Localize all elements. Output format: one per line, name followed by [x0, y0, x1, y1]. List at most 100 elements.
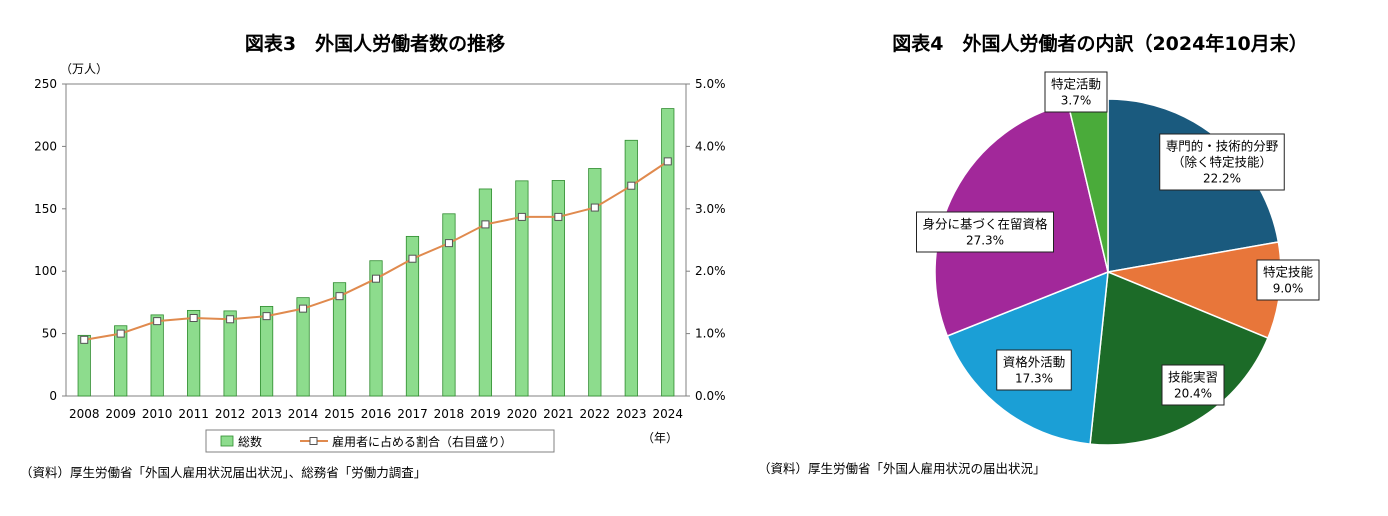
left-source-note: （資料）厚生労働省「外国人雇用状況届出状況」、総務省「労働力調査」 — [20, 465, 427, 480]
bar — [442, 213, 456, 397]
legend-label-total: 総数 — [238, 434, 262, 449]
legend-swatch-marker — [309, 437, 318, 445]
bar — [77, 334, 91, 397]
x-unit-label: （年） — [642, 431, 678, 445]
ratio-point — [408, 254, 417, 263]
ratio-point — [116, 329, 125, 338]
pie-category-label: 特定技能 — [1263, 265, 1314, 280]
pie-labels: 専門的・技術的分野（除く特定技能） 22.2% 特定技能 9.0% 技能実習 20.4% 資… — [916, 71, 1320, 406]
x-tick-label: 2010 — [142, 407, 173, 421]
bar — [588, 168, 602, 397]
pie-value-label: 20.4% — [1174, 387, 1212, 401]
chart-title: 図表3 外国人労働者数の推移 — [245, 32, 505, 55]
ratio-point — [554, 212, 563, 221]
bar — [478, 188, 493, 397]
bar — [624, 139, 638, 397]
ratio-point — [262, 312, 271, 321]
ratio-point — [372, 274, 380, 283]
ratio-point — [189, 314, 198, 322]
left-y-tick-label: 200 — [34, 139, 57, 153]
left-y-tick-label: 100 — [34, 264, 57, 278]
x-axis: 2008 2009 2010 2011 2012 2013 2014 2015 2016 2017… — [69, 407, 683, 421]
ratio-point — [153, 317, 162, 326]
pie-category-label: 特定活動 — [1051, 77, 1101, 92]
x-tick-label: 2015 — [324, 407, 355, 421]
bar — [259, 305, 274, 397]
ratio-point — [226, 315, 235, 324]
x-tick-label: 2017 — [397, 407, 428, 421]
x-tick-label: 2008 — [69, 407, 100, 421]
ratio-point — [80, 335, 89, 344]
foreign-workers-breakdown-chart: 図表4 外国人労働者の内訳（2024年10月末） 専門的・技術的分野（除く特定技… — [892, 32, 1320, 446]
bar-series-total — [77, 108, 675, 397]
pie-value-label: 27.3% — [966, 234, 1004, 248]
ratio-point — [481, 220, 490, 229]
bar — [150, 314, 164, 397]
x-tick-label: 2012 — [215, 407, 246, 421]
left-y-axis: 0 50 100 150 200 250 — [34, 77, 66, 403]
ratio-point — [335, 292, 344, 301]
pie-value-label: 22.2% — [1203, 172, 1241, 186]
pie-category-label: 身分に基づく在留資格 — [922, 217, 1048, 232]
legend-swatch-bar — [220, 435, 234, 447]
ratio-point — [517, 212, 526, 221]
bar — [296, 297, 310, 397]
ratio-point — [444, 239, 453, 248]
x-tick-label: 2018 — [434, 407, 465, 421]
x-tick-label: 2023 — [616, 407, 647, 421]
bar — [369, 260, 383, 397]
x-tick-label: 2014 — [288, 407, 319, 421]
pie-label-box — [1159, 133, 1285, 191]
x-tick-label: 2016 — [361, 407, 392, 421]
left-y-tick-label: 0 — [49, 389, 57, 403]
bar — [114, 325, 128, 397]
right-source-note: （資料）厚生労働省「外国人雇用状況の届出状況」 — [758, 461, 1046, 476]
pie-category-label: 資格外活動 — [1003, 355, 1066, 370]
ratio-point — [299, 304, 308, 313]
left-y-tick-label: 50 — [42, 327, 57, 341]
legend: 総数 雇用者に占める割合（右目盛り） — [205, 429, 555, 453]
legend-label-ratio: 雇用者に占める割合（右目盛り） — [332, 434, 512, 449]
x-tick-label: 2024 — [652, 407, 683, 421]
pie-value-label: 17.3% — [1015, 372, 1053, 386]
x-tick-label: 2019 — [470, 407, 501, 421]
x-tick-label: 2021 — [543, 407, 574, 421]
pie-slice — [1089, 270, 1269, 446]
left-y-tick-label: 150 — [34, 202, 57, 216]
y-unit-label: （万人） — [60, 62, 108, 76]
line-series-ratio — [80, 157, 672, 344]
right-y-axis: 0.0% 1.0% 2.0% 3.0% 4.0% 5.0% — [686, 77, 726, 403]
ratio-point — [590, 203, 599, 212]
ratio-point — [627, 181, 636, 190]
bar — [405, 235, 420, 397]
bar — [223, 310, 237, 397]
pie-chart-title: 図表4 外国人労働者の内訳（2024年10月末） — [892, 32, 1308, 55]
foreign-workers-trend-chart: 図表3 外国人労働者数の推移 （万人） 0 50 100 150 200 250 0.0%… — [34, 32, 726, 453]
x-tick-label: 2011 — [178, 407, 209, 421]
bar — [661, 108, 675, 397]
right-y-tick-label: 3.0% — [695, 202, 726, 216]
pie-label-box — [996, 349, 1072, 391]
bar — [551, 180, 565, 397]
x-tick-label: 2013 — [251, 407, 282, 421]
pie-label-box — [1044, 71, 1108, 113]
right-y-tick-label: 4.0% — [695, 139, 726, 153]
right-y-tick-label: 0.0% — [695, 389, 726, 403]
pie-category-label: 専門的・技術的分野 — [1166, 139, 1279, 154]
x-tick-label: 2020 — [507, 407, 538, 421]
bar — [515, 180, 529, 397]
pie-category-label: （除く特定技能） — [1172, 155, 1272, 170]
pie-label-box — [916, 211, 1054, 253]
legend-frame — [205, 429, 555, 453]
pie-label-box — [1256, 259, 1320, 301]
left-y-tick-label: 250 — [34, 77, 57, 91]
bar — [332, 282, 347, 397]
ratio-point — [663, 157, 672, 166]
x-tick-label: 2022 — [580, 407, 611, 421]
pie-value-label: 3.7% — [1061, 94, 1092, 108]
x-tick-label: 2009 — [105, 407, 136, 421]
right-y-tick-label: 5.0% — [695, 77, 726, 91]
pie-label-box — [1161, 364, 1225, 406]
bar — [187, 309, 201, 397]
pie-category-label: 技能実習 — [1168, 370, 1218, 385]
